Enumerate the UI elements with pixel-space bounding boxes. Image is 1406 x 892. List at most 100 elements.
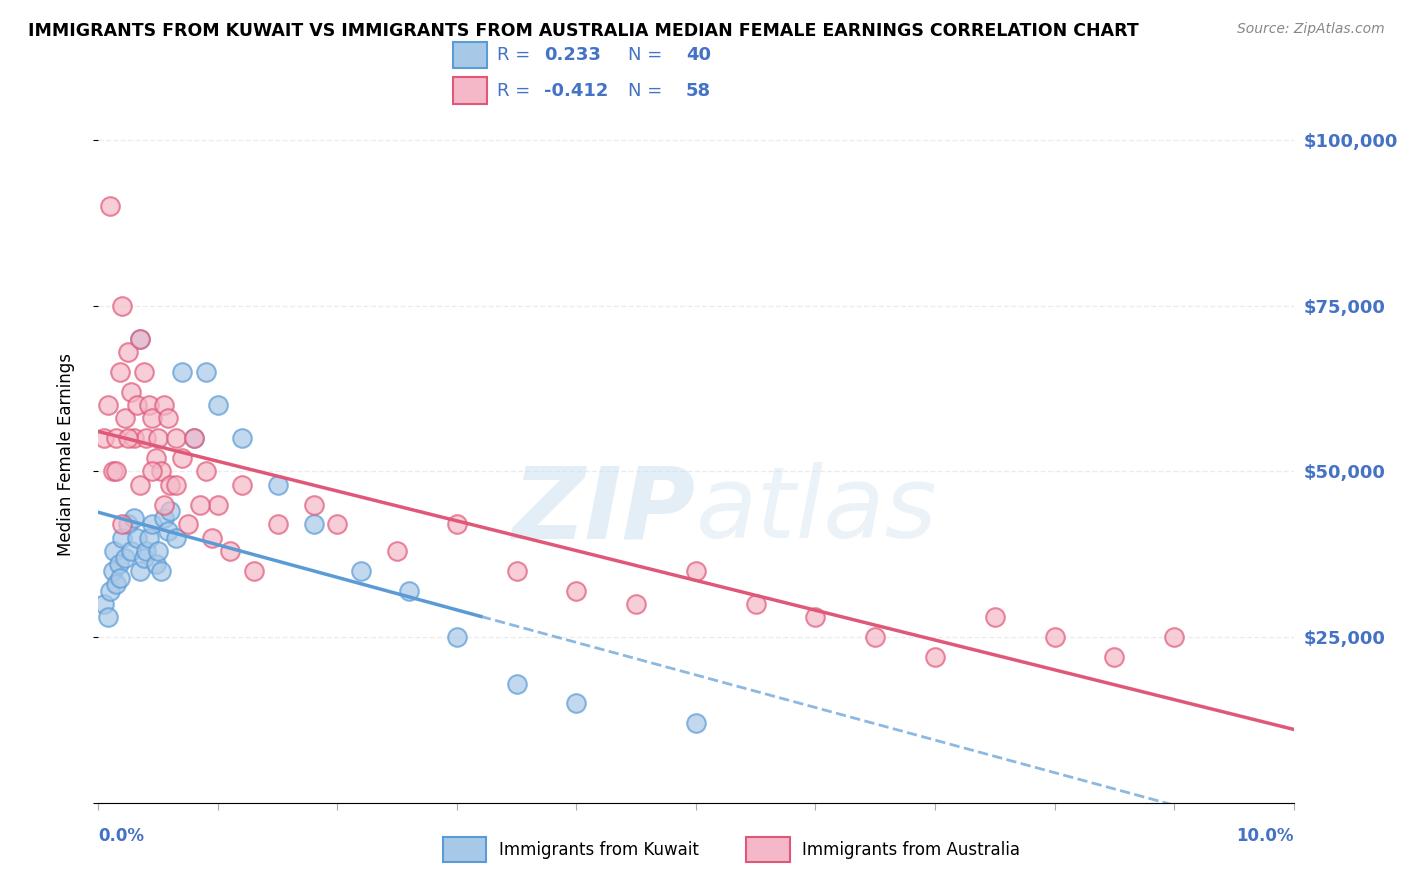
Point [506, 676, 529, 690]
Point [243, 564, 266, 578]
Point [183, 431, 205, 445]
Point [129, 332, 152, 346]
Point [149, 564, 172, 578]
Bar [443, 838, 486, 862]
Text: 0.233: 0.233 [544, 46, 600, 64]
Bar [453, 78, 486, 104]
Point [141, 411, 163, 425]
Point [302, 498, 325, 512]
Point [565, 583, 588, 598]
Text: Immigrants from Australia: Immigrants from Australia [801, 840, 1019, 859]
Point [148, 431, 170, 445]
Point [111, 299, 134, 313]
Point [924, 650, 946, 665]
Point [165, 431, 187, 445]
Point [141, 517, 163, 532]
Point [105, 465, 128, 479]
Text: Source: ZipAtlas.com: Source: ZipAtlas.com [1237, 22, 1385, 37]
Point [745, 597, 768, 611]
Point [165, 477, 187, 491]
Point [120, 384, 142, 399]
Point [804, 610, 827, 624]
Point [207, 498, 229, 512]
Point [385, 544, 409, 558]
Text: R =: R = [496, 82, 536, 100]
Point [398, 583, 420, 598]
Point [125, 531, 148, 545]
Point [183, 431, 205, 445]
Point [138, 398, 160, 412]
Point [117, 517, 139, 532]
Point [129, 477, 152, 491]
Point [626, 597, 648, 611]
Point [108, 570, 131, 584]
Text: 40: 40 [686, 46, 711, 64]
Point [267, 517, 290, 532]
Point [231, 431, 253, 445]
Point [1043, 630, 1066, 644]
Point [267, 477, 290, 491]
Point [446, 630, 468, 644]
Point [141, 465, 163, 479]
Point [132, 365, 155, 379]
Point [219, 544, 242, 558]
Point [195, 465, 218, 479]
Point [177, 517, 200, 532]
Point [117, 431, 139, 445]
Point [145, 558, 167, 572]
Point [156, 524, 179, 538]
Point [201, 531, 224, 545]
Point [685, 716, 707, 731]
Point [108, 365, 131, 379]
Point [124, 431, 146, 445]
Point [114, 550, 136, 565]
Point [135, 544, 157, 558]
Point [103, 544, 125, 558]
Text: Immigrants from Kuwait: Immigrants from Kuwait [499, 840, 699, 859]
Point [125, 398, 148, 412]
Point [111, 531, 134, 545]
Point [105, 577, 128, 591]
Text: N =: N = [628, 46, 668, 64]
Point [188, 498, 211, 512]
Point [195, 365, 218, 379]
Point [149, 465, 172, 479]
Point [105, 431, 128, 445]
Text: atlas: atlas [696, 462, 938, 559]
Point [231, 477, 253, 491]
Point [1104, 650, 1126, 665]
Point [148, 544, 170, 558]
Point [124, 511, 146, 525]
Point [97, 398, 120, 412]
Point [159, 477, 181, 491]
Point [156, 411, 179, 425]
Point [117, 345, 139, 359]
Point [984, 610, 1007, 624]
Point [98, 199, 122, 213]
Text: IMMIGRANTS FROM KUWAIT VS IMMIGRANTS FROM AUSTRALIA MEDIAN FEMALE EARNINGS CORRE: IMMIGRANTS FROM KUWAIT VS IMMIGRANTS FRO… [28, 22, 1139, 40]
Point [565, 697, 588, 711]
Point [302, 517, 325, 532]
Point [145, 451, 167, 466]
Point [129, 564, 152, 578]
Point [111, 517, 134, 532]
Point [93, 597, 115, 611]
Point [172, 365, 194, 379]
Point [506, 564, 529, 578]
Point [865, 630, 887, 644]
Point [1163, 630, 1185, 644]
Point [138, 531, 160, 545]
Point [165, 531, 187, 545]
Text: -0.412: -0.412 [544, 82, 609, 100]
Point [120, 544, 142, 558]
Point [135, 431, 157, 445]
Text: 58: 58 [686, 82, 711, 100]
Bar [747, 838, 790, 862]
Point [93, 431, 115, 445]
Bar [453, 42, 486, 69]
Text: R =: R = [496, 46, 536, 64]
Point [107, 558, 129, 572]
Text: 10.0%: 10.0% [1236, 827, 1294, 845]
Text: ZIP: ZIP [513, 462, 696, 559]
Point [97, 610, 120, 624]
